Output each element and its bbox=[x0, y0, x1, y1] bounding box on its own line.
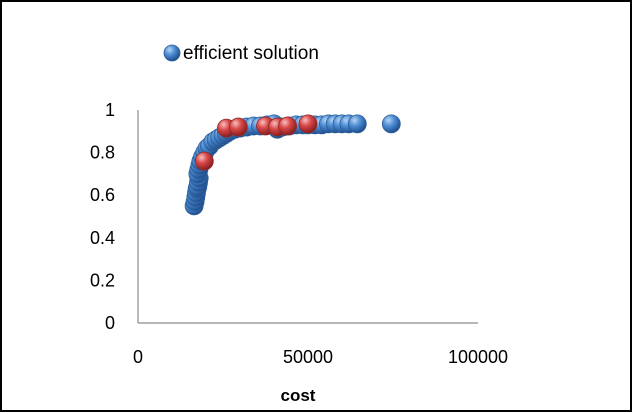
x-tick-label: 50000 bbox=[283, 347, 333, 367]
highlighted-solution-point bbox=[278, 116, 298, 136]
y-tick-label: 0.8 bbox=[90, 143, 115, 163]
efficient-solution-point bbox=[347, 114, 367, 134]
data-points bbox=[184, 114, 401, 216]
highlighted-solution-point bbox=[228, 117, 248, 137]
y-tick-label: 0 bbox=[105, 313, 115, 333]
x-tick-label: 0 bbox=[133, 347, 143, 367]
legend: efficient solution bbox=[163, 43, 319, 64]
legend-label: efficient solution bbox=[183, 43, 319, 64]
y-tick-label: 0.4 bbox=[90, 228, 115, 248]
x-tick-labels: 0 50000 100000 bbox=[133, 347, 508, 367]
efficient-solution-point bbox=[381, 114, 401, 134]
x-axis-title: cost bbox=[281, 386, 316, 405]
highlighted-solution-point bbox=[194, 151, 214, 171]
y-tick-label: 1 bbox=[105, 100, 115, 120]
y-tick-label: 0.6 bbox=[90, 185, 115, 205]
y-tick-labels: 0 0.2 0.4 0.6 0.8 1 bbox=[90, 100, 115, 333]
x-tick-label: 100000 bbox=[448, 347, 508, 367]
y-tick-label: 0.2 bbox=[90, 270, 115, 290]
legend-marker bbox=[163, 44, 181, 62]
highlighted-solution-point bbox=[298, 114, 318, 134]
